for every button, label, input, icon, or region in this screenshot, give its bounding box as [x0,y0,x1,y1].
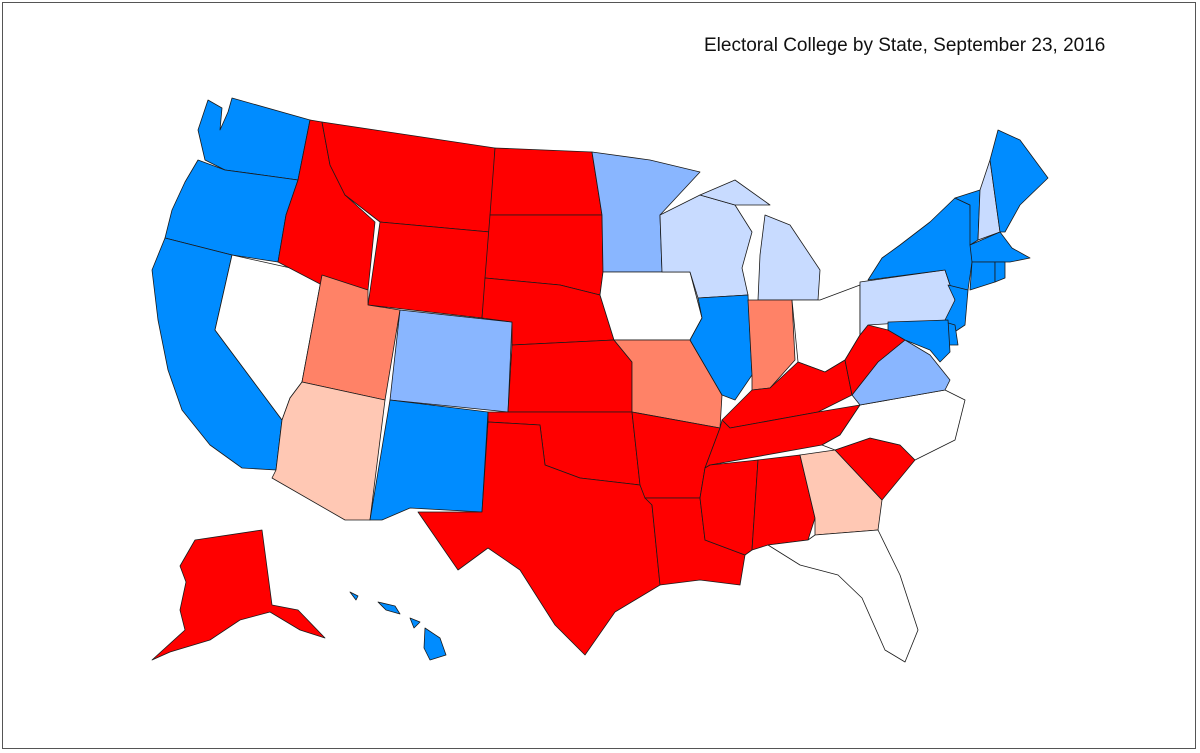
state-KS [507,339,633,413]
state-FL [767,529,919,663]
state-WY [367,221,491,319]
state-CO [389,309,513,413]
state-TX [417,421,661,656]
state-NM [369,399,489,521]
state-IA [599,271,703,341]
map-title: Electoral College by State, September 23… [704,35,1106,56]
state-ME [989,129,1049,233]
state-MS [699,459,759,556]
state-RI [994,261,1006,283]
state-AK [151,529,326,661]
state-AZ [271,381,386,521]
state-CT [969,261,996,291]
state-ND [489,147,603,216]
state-VT [954,189,981,246]
state-HI [349,591,447,661]
state-MD [887,319,951,363]
